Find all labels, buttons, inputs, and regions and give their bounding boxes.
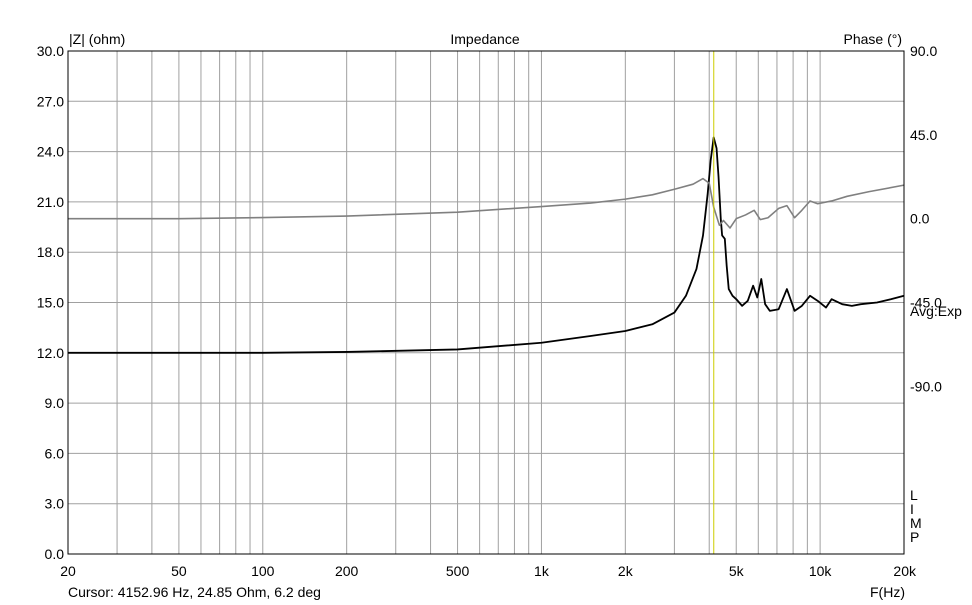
cursor-readout: Cursor: 4152.96 Hz, 24.85 Ohm, 6.2 deg: [68, 584, 321, 600]
x-tick-label: 200: [335, 563, 359, 579]
y2-tick-label: -45.0: [910, 295, 942, 311]
series-layer: [68, 136, 905, 354]
y-tick-label: 15.0: [37, 295, 64, 311]
side-label-letter: L: [910, 487, 918, 503]
y-tick-label: 3.0: [45, 496, 65, 512]
y-tick-label: 9.0: [45, 395, 65, 411]
y-tick-label: 18.0: [37, 244, 64, 260]
y-tick-label: 21.0: [37, 194, 64, 210]
tick-labels: 0.0 3.0 6.0 9.0 12.0 15.0 18.0 21.0 24.0 27.0 30.0…: [37, 43, 942, 579]
x-tick-label: 20k: [893, 563, 917, 579]
y2-tick-label: 45.0: [910, 127, 937, 143]
y-tick-label: 12.0: [37, 345, 64, 361]
y-tick-label: 6.0: [45, 445, 65, 461]
y-tick-label: 24.0: [37, 144, 64, 160]
x-tick-label: 2k: [618, 563, 634, 579]
side-label-letter: I: [910, 501, 914, 517]
x-tick-label: 10k: [809, 563, 833, 579]
y2-tick-label: 90.0: [910, 43, 937, 59]
y2-tick-label: -90.0: [910, 378, 942, 394]
phase-curve: [68, 177, 905, 229]
side-label-letter: P: [910, 529, 919, 545]
y-tick-label: 0.0: [45, 546, 65, 562]
x-tick-label: 5k: [729, 563, 745, 579]
y-tick-label: 27.0: [37, 93, 64, 109]
y2-tick-label: 0.0: [910, 211, 930, 227]
side-label-letter: M: [910, 515, 922, 531]
impedance-curve: [68, 136, 905, 354]
x-tick-label: 20: [60, 563, 76, 579]
y2-axis-label: Phase (°): [843, 31, 902, 47]
plot-frame: [67, 50, 905, 555]
y-tick-label: 30.0: [37, 43, 64, 59]
x-tick-label: 100: [251, 563, 275, 579]
x-axis-label: F(Hz): [870, 584, 905, 600]
grid: [68, 51, 904, 554]
avg-label: Avg:Exp: [910, 303, 962, 319]
chart-title: Impedance: [450, 31, 519, 47]
y-axis-label: |Z| (ohm): [69, 31, 125, 47]
x-tick-label: 1k: [534, 563, 550, 579]
x-tick-label: 500: [446, 563, 470, 579]
x-tick-label: 50: [171, 563, 187, 579]
